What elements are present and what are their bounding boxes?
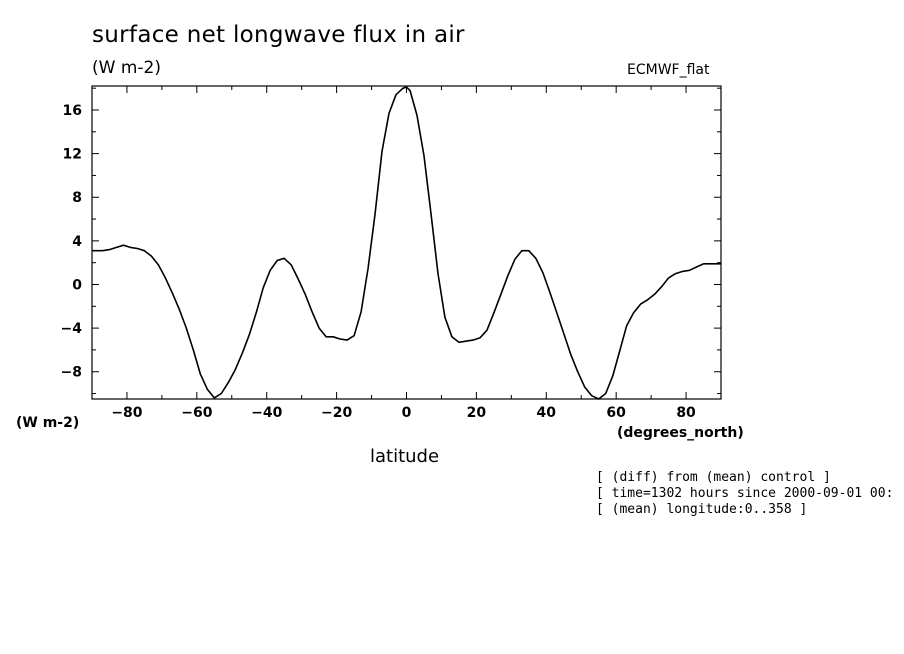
x-tick-label: 60 [606,405,626,421]
info-line: [ (mean) longitude:0..358 ] [596,502,808,517]
x-tick-label: −80 [111,405,142,421]
plot-frame [91,85,722,400]
y-tick-label: −4 [61,321,83,337]
y-tick-label: 8 [72,190,82,206]
dataset-label: ECMWF_flat [627,62,710,78]
x-tick-label: −60 [181,405,212,421]
series-line [92,86,721,400]
y-tick-label: 4 [72,234,82,250]
chart-title: surface net longwave flux in air [92,22,465,48]
info-line: [ (diff) from (mean) control ] [596,470,831,485]
x-axis-units: (degrees_north) [617,425,744,441]
chart-units: (W m-2) [92,58,161,78]
axis-ticks [91,86,722,399]
x-axis-label: latitude [370,446,440,467]
x-tick-label: −40 [251,405,282,421]
x-tick-label: 40 [537,405,557,421]
y-tick-label: −8 [61,365,82,381]
info-line: [ time=1302 hours since 2000-09-01 00: [596,486,894,501]
y-tick-label: 0 [72,277,82,293]
x-tick-label: 20 [467,405,487,421]
y-tick-label: 16 [63,103,82,119]
x-tick-label: 0 [402,405,412,421]
x-tick-label: −20 [321,405,352,421]
x-tick-label: 80 [676,405,696,421]
y-axis-label: (W m-2) [16,415,80,431]
y-tick-label: 12 [63,147,82,163]
